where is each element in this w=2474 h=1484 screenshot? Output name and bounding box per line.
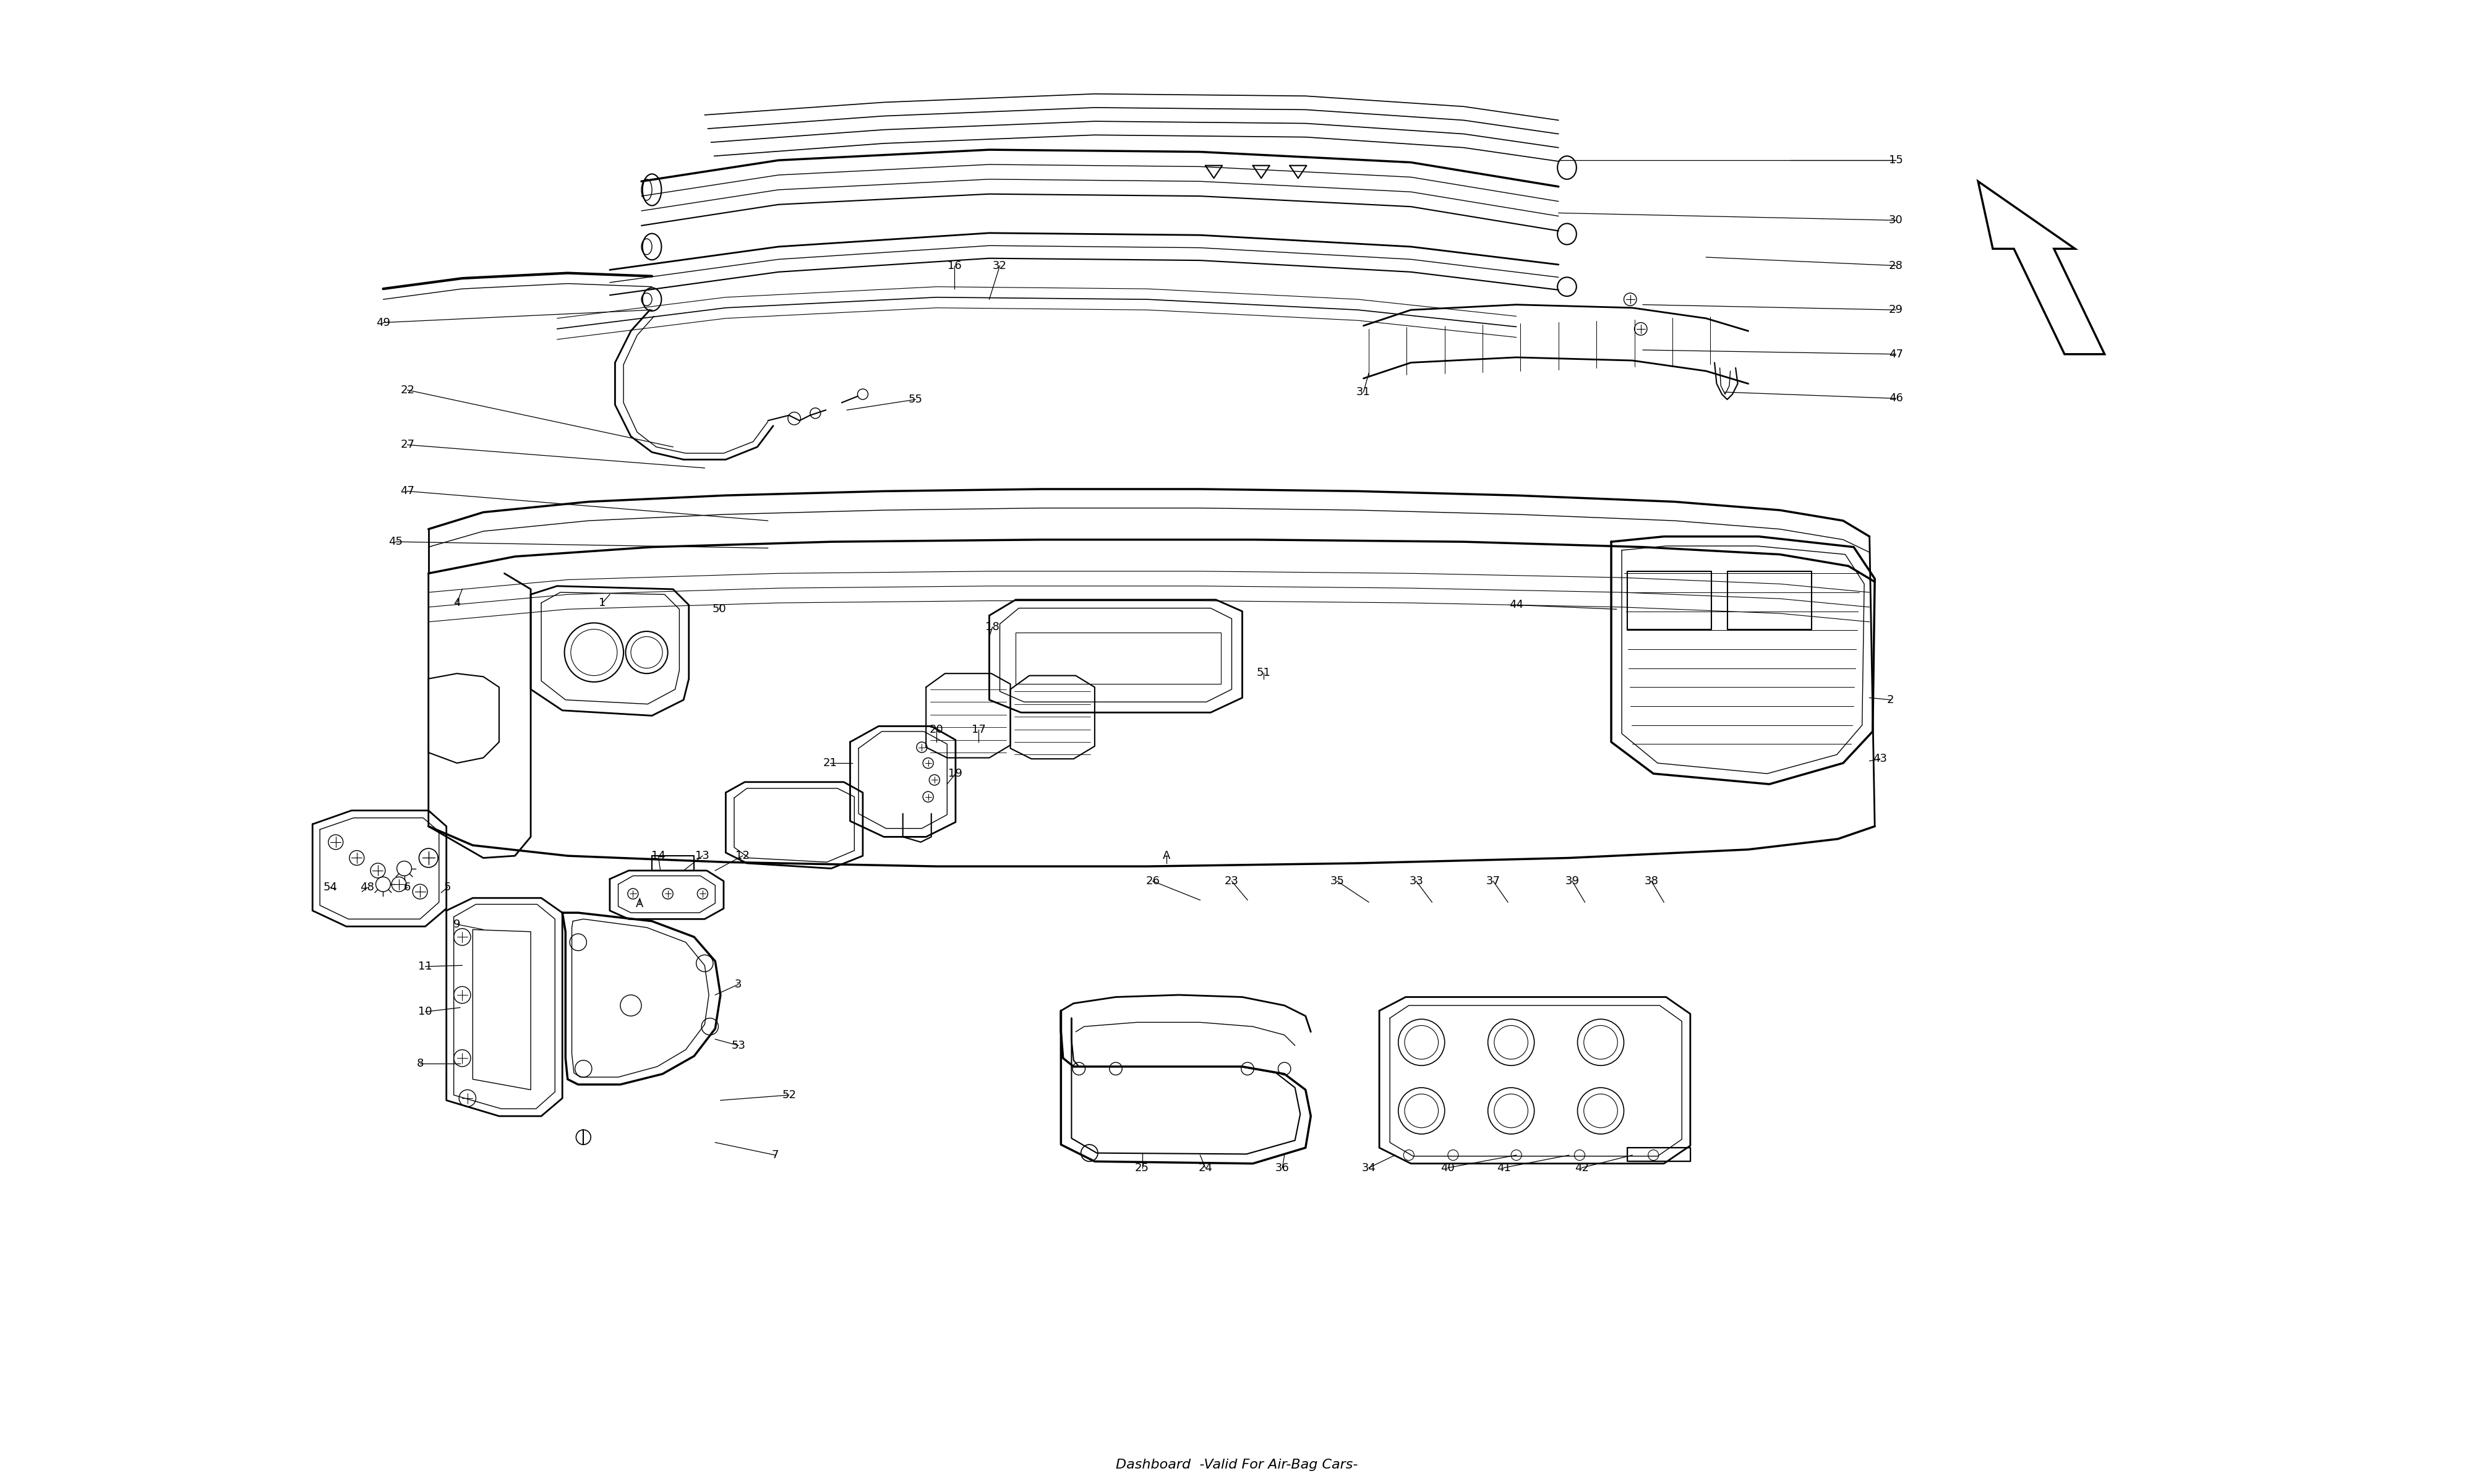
Text: 10: 10	[418, 1006, 433, 1018]
Text: 47: 47	[401, 485, 416, 497]
Text: 55: 55	[908, 393, 923, 405]
Text: 30: 30	[1888, 215, 1903, 226]
Text: 45: 45	[388, 536, 403, 548]
Text: 21: 21	[824, 757, 836, 769]
Text: 36: 36	[1274, 1162, 1289, 1174]
Text: 32: 32	[992, 260, 1007, 272]
Text: 48: 48	[361, 881, 374, 893]
Text: 3: 3	[735, 979, 742, 990]
Text: 11: 11	[418, 962, 433, 972]
Text: 25: 25	[1136, 1162, 1150, 1174]
Text: 39: 39	[1566, 876, 1578, 886]
Text: 33: 33	[1410, 876, 1423, 886]
Text: 24: 24	[1197, 1162, 1212, 1174]
Text: 35: 35	[1331, 876, 1343, 886]
Text: 42: 42	[1573, 1162, 1588, 1174]
Text: 5: 5	[443, 881, 450, 893]
Text: 15: 15	[1888, 154, 1903, 166]
Text: 28: 28	[1888, 260, 1903, 272]
Text: 23: 23	[1225, 876, 1239, 886]
Text: 49: 49	[376, 318, 391, 328]
Text: 1: 1	[599, 598, 606, 608]
Text: 41: 41	[1497, 1162, 1512, 1174]
Text: 2: 2	[1888, 695, 1895, 705]
Text: 37: 37	[1487, 876, 1499, 886]
Text: 7: 7	[772, 1150, 779, 1160]
Text: 50: 50	[713, 604, 727, 614]
Text: 29: 29	[1888, 304, 1903, 316]
Text: 22: 22	[401, 384, 416, 396]
Text: A: A	[1163, 850, 1170, 861]
Text: 26: 26	[1145, 876, 1160, 886]
Text: Dashboard  -Valid For Air-Bag Cars-: Dashboard -Valid For Air-Bag Cars-	[1116, 1459, 1358, 1471]
Text: 13: 13	[695, 850, 710, 861]
Text: 52: 52	[782, 1089, 797, 1101]
Text: 51: 51	[1257, 666, 1272, 678]
Text: 43: 43	[1873, 754, 1888, 764]
Text: 20: 20	[930, 724, 943, 735]
Text: A: A	[636, 899, 643, 910]
Text: 54: 54	[324, 881, 336, 893]
Text: 8: 8	[416, 1058, 423, 1068]
Text: 44: 44	[1509, 600, 1524, 610]
Text: 18: 18	[985, 622, 999, 632]
Text: 34: 34	[1361, 1162, 1376, 1174]
Text: 31: 31	[1356, 386, 1371, 398]
Text: 38: 38	[1645, 876, 1658, 886]
Text: 6: 6	[403, 881, 411, 893]
Text: 40: 40	[1440, 1162, 1455, 1174]
Text: 27: 27	[401, 439, 416, 450]
Text: 46: 46	[1888, 393, 1903, 404]
Text: 12: 12	[735, 850, 750, 861]
Text: 19: 19	[948, 769, 962, 779]
Text: 53: 53	[732, 1040, 745, 1051]
Text: 16: 16	[948, 260, 962, 272]
Text: 47: 47	[1888, 349, 1903, 359]
Text: 17: 17	[972, 724, 985, 735]
Text: 9: 9	[453, 919, 460, 930]
Text: 4: 4	[453, 598, 460, 608]
Text: 14: 14	[651, 850, 666, 861]
Bar	[1628, 1147, 1690, 1162]
